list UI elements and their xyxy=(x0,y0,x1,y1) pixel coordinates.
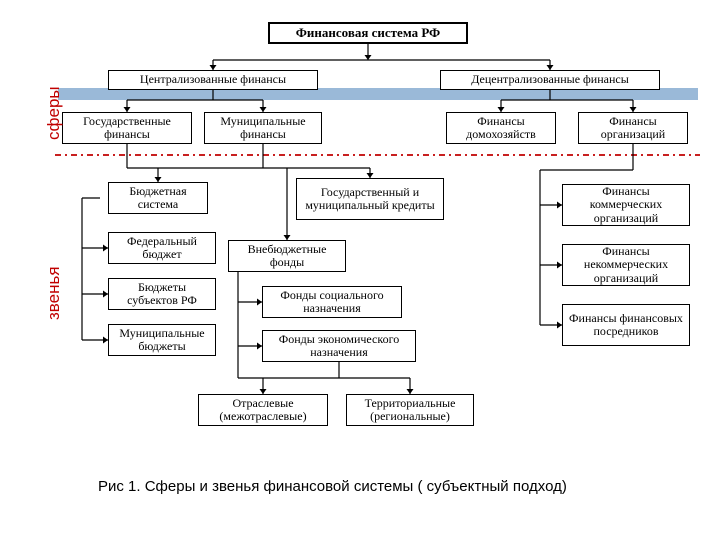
node-otr: Отраслевые (межотраслевые) xyxy=(198,394,328,426)
node-soc: Фонды социального назначения xyxy=(262,286,402,318)
node-nekom: Финансы некоммерческих организаций xyxy=(562,244,690,286)
side-label-spheres: сферы xyxy=(44,86,64,140)
node-cent: Централизованные финансы xyxy=(108,70,318,90)
node-kred: Государственный и муниципальный кредиты xyxy=(296,178,444,220)
node-terr: Территориальные (региональные) xyxy=(346,394,474,426)
node-vneb: Внебюджетные фонды xyxy=(228,240,346,272)
node-budsys: Бюджетная система xyxy=(108,182,208,214)
node-fed: Федеральный бюджет xyxy=(108,232,216,264)
node-mun: Муниципальные финансы xyxy=(204,112,322,144)
node-domo: Финансы домохозяйств xyxy=(446,112,556,144)
node-munb: Муниципальные бюджеты xyxy=(108,324,216,356)
node-decent: Децентрализованные финансы xyxy=(440,70,660,90)
node-root: Финансовая система РФ xyxy=(268,22,468,44)
node-posr: Финансы финансовых посредников xyxy=(562,304,690,346)
node-econ: Фонды экономического назначения xyxy=(262,330,416,362)
node-gos: Государственные финансы xyxy=(62,112,192,144)
node-komm: Финансы коммерческих организаций xyxy=(562,184,690,226)
node-org: Финансы организаций xyxy=(578,112,688,144)
side-label-links: звенья xyxy=(44,266,64,320)
figure-caption: Рис 1. Сферы и звенья финансовой системы… xyxy=(98,478,618,495)
node-subj: Бюджеты субъектов РФ xyxy=(108,278,216,310)
